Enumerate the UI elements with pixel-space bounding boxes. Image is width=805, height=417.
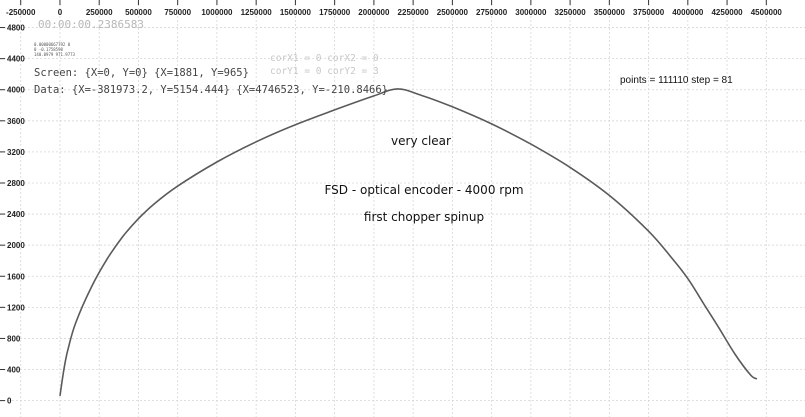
y-tick-label: 1600 — [7, 272, 25, 281]
x-tick-label: 2000000 — [358, 8, 390, 17]
y-tick-label: 0 — [7, 397, 12, 406]
x-tick-label: 1750000 — [319, 8, 351, 17]
x-tick-label: 1500000 — [280, 8, 312, 17]
debug-line-3: 140.0979 971.9773 — [34, 52, 75, 57]
y-tick-label: 3200 — [7, 148, 25, 157]
x-tick-label: 2750000 — [476, 8, 508, 17]
x-axis-ticks: -250000 0 250000 500000 750000 1000000 1250000… — [6, 0, 782, 17]
x-tick-label: 3750000 — [633, 8, 665, 17]
screen-range-readout: Screen: {X=0, Y=0} {X=1881, Y=965} — [34, 67, 249, 79]
x-tick-label: 750000 — [164, 8, 191, 17]
y-tick-label: 1200 — [7, 303, 25, 312]
debug-line-1: 0.00000667792 0 — [34, 42, 71, 47]
x-tick-label: 2500000 — [437, 8, 469, 17]
y-axis-ticks: 0 400 800 1200 1600 2000 2400 2800 3200 3600 4000 4… — [0, 24, 25, 406]
y-tick-label: 2000 — [7, 241, 25, 250]
x-tick-label: 500000 — [125, 8, 152, 17]
elapsed-time-readout: 00:00:00.2386583 — [38, 18, 144, 31]
debug-line-2: 0 -0.1758598 — [34, 47, 63, 52]
y-tick-label: 2400 — [7, 210, 25, 219]
series-line — [59, 88, 758, 397]
x-tick-label: 4250000 — [711, 8, 743, 17]
x-tick-label: 4000000 — [672, 8, 704, 17]
x-tick-label: 4500000 — [751, 8, 783, 17]
y-tick-label: 4000 — [7, 86, 25, 95]
x-tick-label: 3250000 — [555, 8, 587, 17]
x-tick-label: 3000000 — [515, 8, 547, 17]
y-tick-label: 3600 — [7, 117, 25, 126]
y-tick-label: 2800 — [7, 179, 25, 188]
cursor-y-readout: corY1 = 0 corY2 = 3 — [270, 66, 379, 77]
y-tick-label: 4400 — [7, 55, 25, 64]
x-tick-label: 250000 — [86, 8, 113, 17]
y-tick-label: 400 — [7, 366, 21, 375]
y-tick-label: 4800 — [7, 24, 25, 33]
x-tick-label: 1250000 — [241, 8, 273, 17]
x-tick-label: 1000000 — [201, 8, 233, 17]
annotation-chopper-spinup: first chopper spinup — [363, 210, 485, 224]
x-tick-label: 2250000 — [398, 8, 430, 17]
y-tick-label: 800 — [7, 334, 21, 343]
points-step-readout: points = 111110 step = 81 — [620, 75, 733, 86]
x-tick-label: 0 — [58, 8, 63, 17]
cursor-x-readout: corX1 = 0 corX2 = 0 — [270, 53, 379, 64]
data-range-readout: Data: {X=-381973.2, Y=5154.444} {X=47465… — [34, 84, 389, 96]
annotation-very-clear: very clear — [391, 134, 451, 148]
annotation-fsd-encoder: FSD - optical encoder - 4000 rpm — [324, 183, 524, 197]
x-tick-label: 3500000 — [594, 8, 626, 17]
x-tick-label: -250000 — [6, 8, 36, 17]
